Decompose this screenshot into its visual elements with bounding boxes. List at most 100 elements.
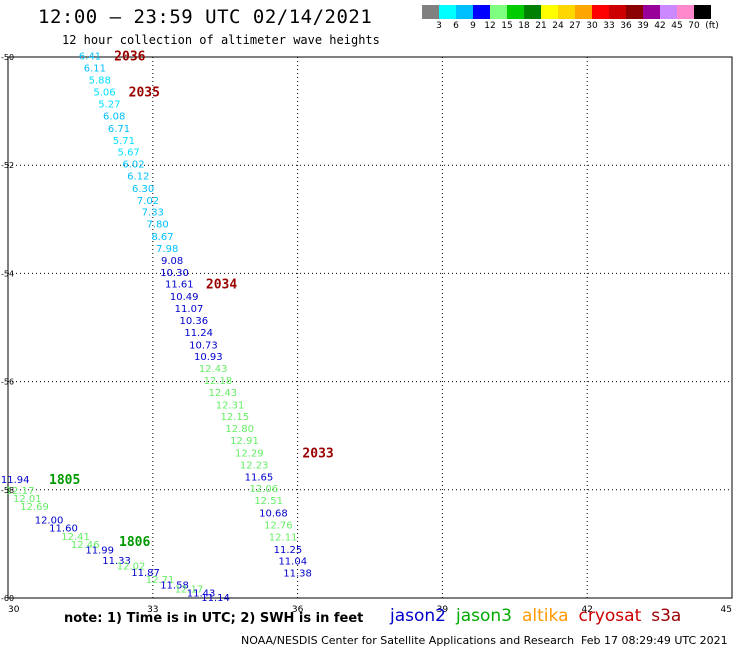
wave-height-label: 12.18 [204,376,233,387]
color-scale-label: 21 [535,21,547,31]
x-tick-label: 42 [581,605,592,615]
pass-time-label: 2035 [129,86,160,101]
wave-height-label: 5.67 [118,148,140,159]
wave-height-label: 12.00 [35,516,64,527]
wave-height-label: 12.11 [269,532,298,543]
wave-height-label: 8.67 [151,232,173,243]
wave-height-label: 5.06 [93,88,115,99]
wave-height-label: 6.12 [127,171,149,182]
legend-s3a: s3a [651,606,682,626]
color-swatch [677,5,694,19]
wave-height-label: 6.08 [103,111,125,122]
color-swatch [643,5,660,19]
generated-timestamp: Feb 17 08:29:49 UTC 2021 [581,634,728,647]
color-scale-label: 27 [569,21,581,31]
wave-height-label: 12.31 [216,400,245,411]
y-tick-label: -50 [1,53,14,62]
color-swatch [626,5,643,19]
wave-height-label: 12.43 [208,388,237,399]
pass-time-label: 2036 [114,49,145,64]
color-swatch [456,5,473,19]
wave-height-label: 11.14 [201,593,230,604]
color-scale-label: 12 [484,21,496,31]
satellite-legend: jason2 jason3 altika cryosat s3a [390,606,691,626]
color-swatch [524,5,541,19]
color-swatch [592,5,609,19]
y-tick-label: -56 [1,378,14,387]
y-tick-label: -54 [1,269,14,278]
wave-height-label: 12.46 [71,540,100,551]
color-swatch [694,5,711,19]
color-scale-bar [422,5,711,19]
wave-height-label: 12.69 [20,502,49,513]
color-scale-label: 3 [436,21,442,31]
color-scale-label: 33 [603,21,615,31]
legend-jason3: jason3 [456,606,512,626]
color-scale-label: 39 [637,21,649,31]
wave-height-label: 6.30 [132,184,154,195]
pass-time-label: 2033 [302,446,333,461]
wave-height-label: 9.08 [161,256,183,267]
wave-height-label: 7.33 [142,208,164,219]
color-swatch [473,5,490,19]
wave-height-label: 10.30 [160,268,189,279]
x-tick-label: 30 [8,605,20,615]
y-tick-label: -52 [1,161,14,170]
wave-height-label: 11.07 [175,304,204,315]
wave-height-label: 12.91 [230,436,259,447]
wave-height-label: 11.43 [187,589,216,600]
wave-height-label: 12.29 [235,448,264,459]
wave-height-label: 5.71 [113,136,135,147]
wave-height-label: 10.36 [180,316,209,327]
color-scale-labels: 3 6 9 12 15 18 21 24 27 30 33 36 39 42 45 70 (ft) [422,21,740,33]
wave-height-label: 5.88 [89,76,111,87]
color-swatch [422,5,439,19]
wave-height-label: 10.93 [194,352,223,363]
footer-note: note: 1) Time is in UTC; 2) SWH is in fe… [64,611,364,626]
wave-height-label: 7.02 [137,196,159,207]
wave-height-label: 6.11 [84,63,106,74]
y-tick-label: -58 [1,486,14,495]
x-tick-label: 45 [721,605,732,615]
wave-height-label: 12.06 [249,484,278,495]
color-scale-label: 15 [501,21,513,31]
wave-height-label: 12.23 [240,460,269,471]
color-scale-label: 24 [552,21,564,31]
wave-height-label: 11.65 [245,472,274,483]
pass-time-label: 1805 [49,473,80,488]
wave-height-label: 11.24 [184,328,213,339]
wave-height-label: 12.41 [61,532,90,543]
color-scale-label: 30 [586,21,598,31]
color-swatch [558,5,575,19]
wave-height-label: 11.38 [283,569,312,580]
wave-height-label: 11.25 [274,545,303,556]
wave-height-label: 11.99 [85,545,114,556]
color-scale-label: 6 [453,21,459,31]
wave-height-label: 10.73 [189,340,218,351]
wave-height-label: 11.61 [165,280,194,291]
wave-height-label: 12.51 [254,496,283,507]
chart-subtitle: 12 hour collection of altimeter wave hei… [62,33,380,47]
wave-height-label: 12.17 [175,584,204,595]
wave-height-label: 12.76 [264,520,293,531]
wave-height-label: 11.58 [160,580,189,591]
wave-height-label: 10.49 [170,292,199,303]
wave-height-label: 12.43 [199,364,228,375]
color-swatch [439,5,456,19]
color-scale-label: 36 [620,21,632,31]
color-swatch [541,5,558,19]
legend-jason2: jason2 [390,606,446,626]
x-tick-label: 33 [147,605,158,615]
color-swatch [575,5,592,19]
pass-time-label: 2034 [206,278,237,293]
wave-height-label: 12.71 [146,575,175,586]
credit-text: NOAA/NESDIS Center for Satellite Applica… [241,634,575,647]
x-tick-label: 36 [292,605,304,615]
color-scale-label: 42 [654,21,666,31]
wave-height-label: 12.17 [6,486,35,497]
color-scale-label: 9 [470,21,476,31]
color-swatch [507,5,524,19]
chart-title: 12:00 – 23:59 UTC 02/14/2021 [38,6,373,28]
wave-height-label: 11.87 [131,568,160,579]
